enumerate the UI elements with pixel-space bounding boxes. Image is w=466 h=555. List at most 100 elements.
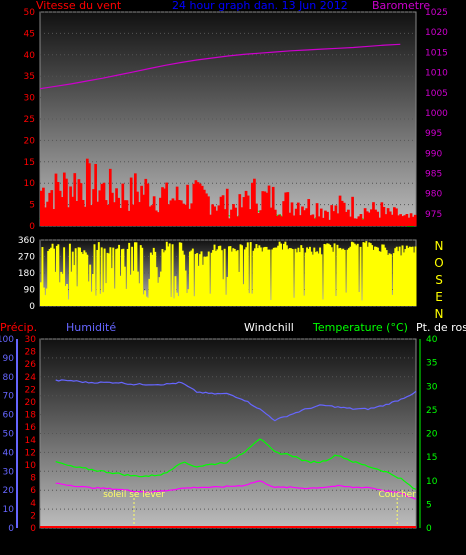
compass-label: N	[435, 307, 444, 321]
wind-bar	[52, 209, 56, 226]
direction-bar	[236, 250, 239, 306]
direction-bar	[206, 256, 209, 306]
direction-bar	[300, 245, 303, 306]
direction-bar	[68, 243, 71, 306]
direction-bar	[219, 245, 222, 306]
hour-tick-label: 08	[160, 232, 172, 242]
direction-bar	[378, 251, 381, 306]
direction-bar	[353, 243, 356, 306]
direction-tick-label: 90	[24, 286, 36, 296]
direction-bar	[402, 252, 405, 306]
direction-bar	[131, 246, 134, 306]
direction-tick-label: 270	[18, 253, 35, 263]
direction-bar	[105, 283, 108, 306]
direction-bar	[152, 247, 155, 306]
wind-bar	[324, 210, 327, 226]
direction-bar	[135, 242, 138, 306]
wind-tick-label: 10	[24, 179, 36, 189]
direction-bar	[407, 247, 410, 306]
direction-bar	[44, 295, 47, 306]
direction-bar	[298, 252, 301, 306]
direction-bar	[277, 245, 280, 306]
direction-bar	[58, 282, 61, 306]
humidity-tick-label: 80	[3, 373, 15, 383]
direction-bar	[66, 283, 68, 306]
humidity-tick-label: 100	[0, 335, 14, 345]
direction-bar	[246, 242, 249, 306]
hour-tick-label: 14	[254, 232, 266, 242]
direction-bar	[355, 245, 358, 306]
direction-bar	[259, 247, 262, 306]
wind-bar	[386, 208, 390, 226]
wind-bar	[92, 189, 95, 226]
hour-tick-label: 18	[316, 232, 328, 242]
direction-bar	[387, 255, 390, 306]
direction-bar	[291, 249, 294, 306]
direction-bar	[226, 276, 229, 306]
direction-bar	[151, 254, 154, 306]
direction-bar	[285, 245, 288, 306]
barometer-tick-label: 1025	[425, 8, 448, 18]
wind-bar	[405, 213, 409, 226]
direction-bar	[154, 251, 157, 306]
wind-tick-label: 20	[24, 136, 36, 146]
direction-bar	[204, 256, 207, 306]
wind-bar	[403, 215, 407, 226]
direction-bar	[122, 248, 125, 306]
direction-bar	[267, 249, 269, 306]
direction-bar	[239, 244, 242, 306]
wind-bar	[50, 190, 54, 226]
direction-bar	[94, 295, 97, 306]
direction-bar	[297, 247, 300, 306]
temperature-tick-label: 10	[426, 477, 438, 487]
direction-bar	[313, 247, 316, 306]
wind-bar	[228, 218, 231, 226]
direction-bar	[183, 254, 186, 306]
wind-bar	[342, 202, 346, 226]
direction-bar	[384, 247, 387, 306]
direction-bar	[323, 243, 326, 306]
wind-bar	[296, 202, 300, 226]
precip-tick-label: 2	[30, 511, 36, 521]
wind-axis-label: Vitesse du vent	[36, 0, 122, 12]
chart-title: 24 hour graph dan. 13 Jun 2012	[172, 0, 348, 12]
direction-left-ticks: 0 90 180 270 360	[18, 236, 35, 312]
wind-bar	[344, 211, 348, 226]
direction-bar	[361, 300, 363, 306]
direction-bar	[48, 249, 51, 306]
temperature-label: Temperature (°C)	[312, 321, 408, 334]
direction-bar	[372, 249, 375, 306]
precip-label: Précip.	[0, 321, 37, 334]
wind-bar	[336, 213, 340, 226]
direction-bar	[144, 290, 147, 306]
temperature-tick-label: 35	[426, 359, 437, 369]
hour-tick-label: 16	[285, 538, 297, 548]
humidity-tick-label: 40	[3, 448, 15, 458]
wind-bar	[65, 178, 68, 226]
direction-bar	[129, 274, 132, 306]
windchill-label: Windchill	[244, 321, 294, 334]
direction-bar	[395, 246, 398, 306]
hour-tick-label: 02	[66, 232, 77, 242]
barometer-tick-label: 1010	[425, 69, 448, 79]
direction-bar	[362, 242, 365, 306]
wind-tick-label: 25	[24, 115, 35, 125]
wind-bar	[209, 214, 212, 226]
wind-bar	[282, 201, 285, 226]
precip-tick-label: 30	[25, 335, 37, 345]
wind-bar	[163, 188, 166, 226]
wind-bar	[115, 188, 118, 226]
precip-tick-label: 4	[30, 499, 36, 509]
wind-bar	[351, 196, 354, 226]
wind-series	[40, 158, 417, 226]
direction-bar	[306, 247, 309, 306]
direction-bar	[103, 248, 106, 306]
direction-bar	[100, 247, 103, 306]
wind-bar	[100, 183, 104, 226]
wind-bar	[142, 194, 146, 226]
wind-bar	[267, 185, 271, 226]
wind-bar	[376, 211, 379, 226]
direction-bar	[92, 274, 95, 306]
direction-bar	[187, 289, 190, 306]
